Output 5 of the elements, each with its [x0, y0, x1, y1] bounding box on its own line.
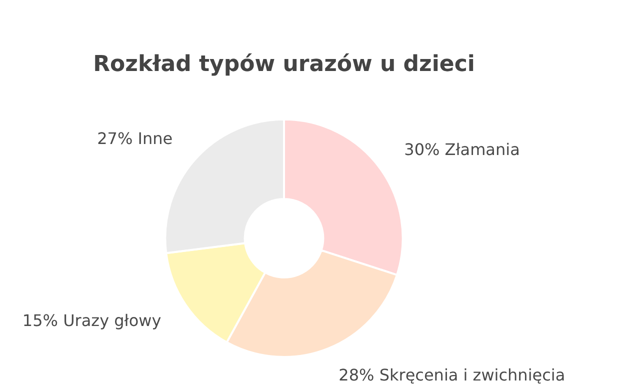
slice-label: 27% Inne [97, 129, 173, 148]
slice-label: 15% Urazy głowy [22, 310, 162, 330]
slice-label: 28% Skręcenia i zwichnięcia [338, 365, 566, 384]
slice-label: 30% Złamania [404, 140, 520, 160]
chart-title: Rozkład typów urazów u dzieci [93, 52, 475, 77]
